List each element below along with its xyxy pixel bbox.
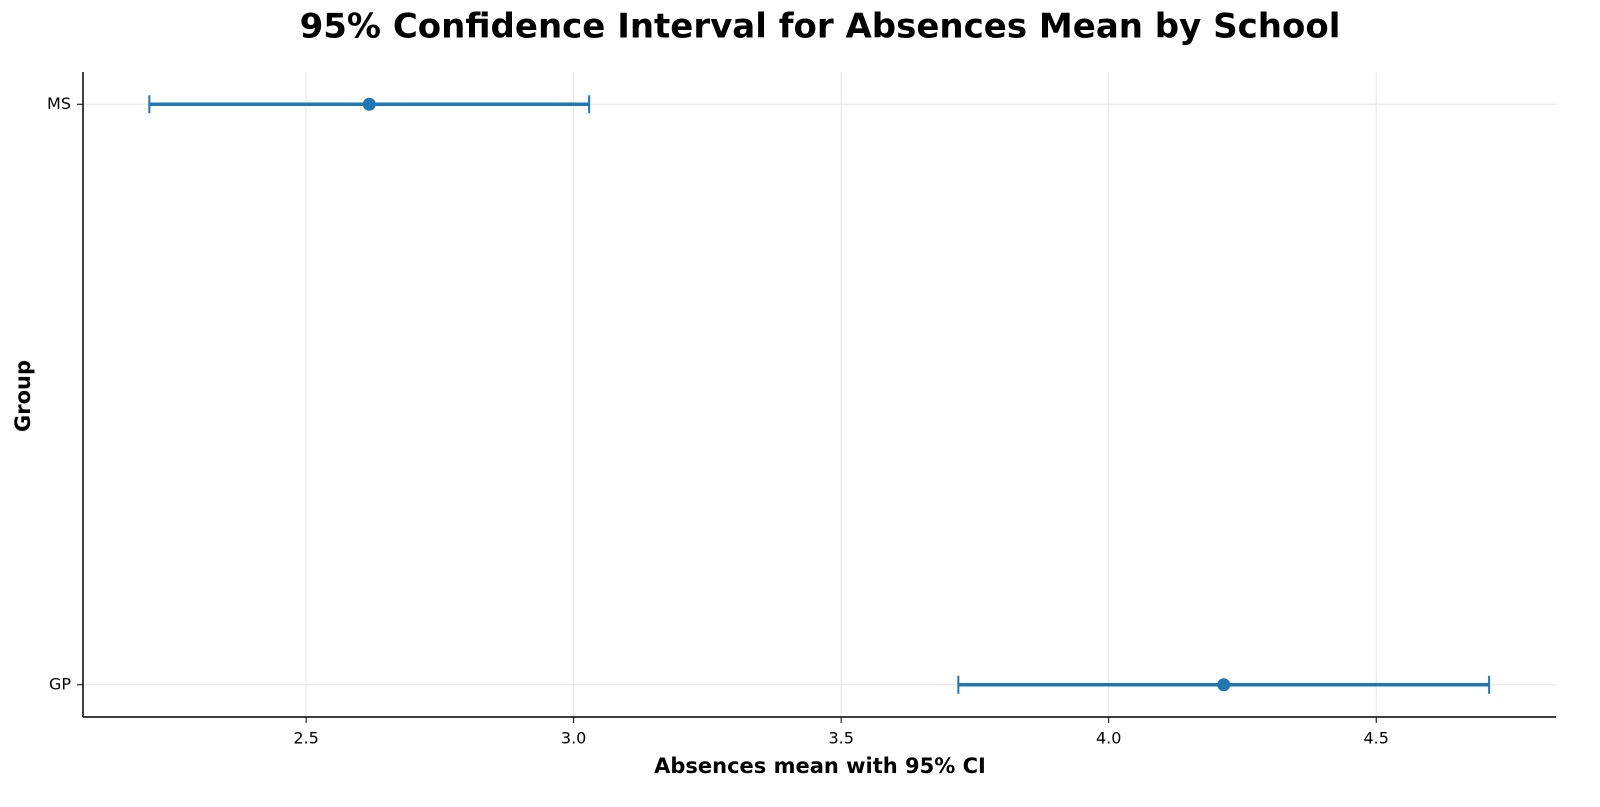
chart-title: 95% Confidence Interval for Absences Mea… — [300, 7, 1341, 47]
x-axis-label: Absences mean with 95% CI — [654, 754, 986, 778]
y-tick-label: GP — [49, 674, 71, 693]
y-tick-label: MS — [47, 94, 71, 113]
x-tick-label: 4.5 — [1363, 729, 1388, 748]
mean-point — [362, 97, 376, 111]
x-tick-label: 3.0 — [561, 729, 586, 748]
x-tick-label: 2.5 — [293, 729, 318, 748]
x-tick-label: 4.0 — [1096, 729, 1121, 748]
y-axis-label: Group — [11, 360, 35, 432]
x-tick-label: 3.5 — [828, 729, 853, 748]
mean-point — [1217, 678, 1231, 692]
